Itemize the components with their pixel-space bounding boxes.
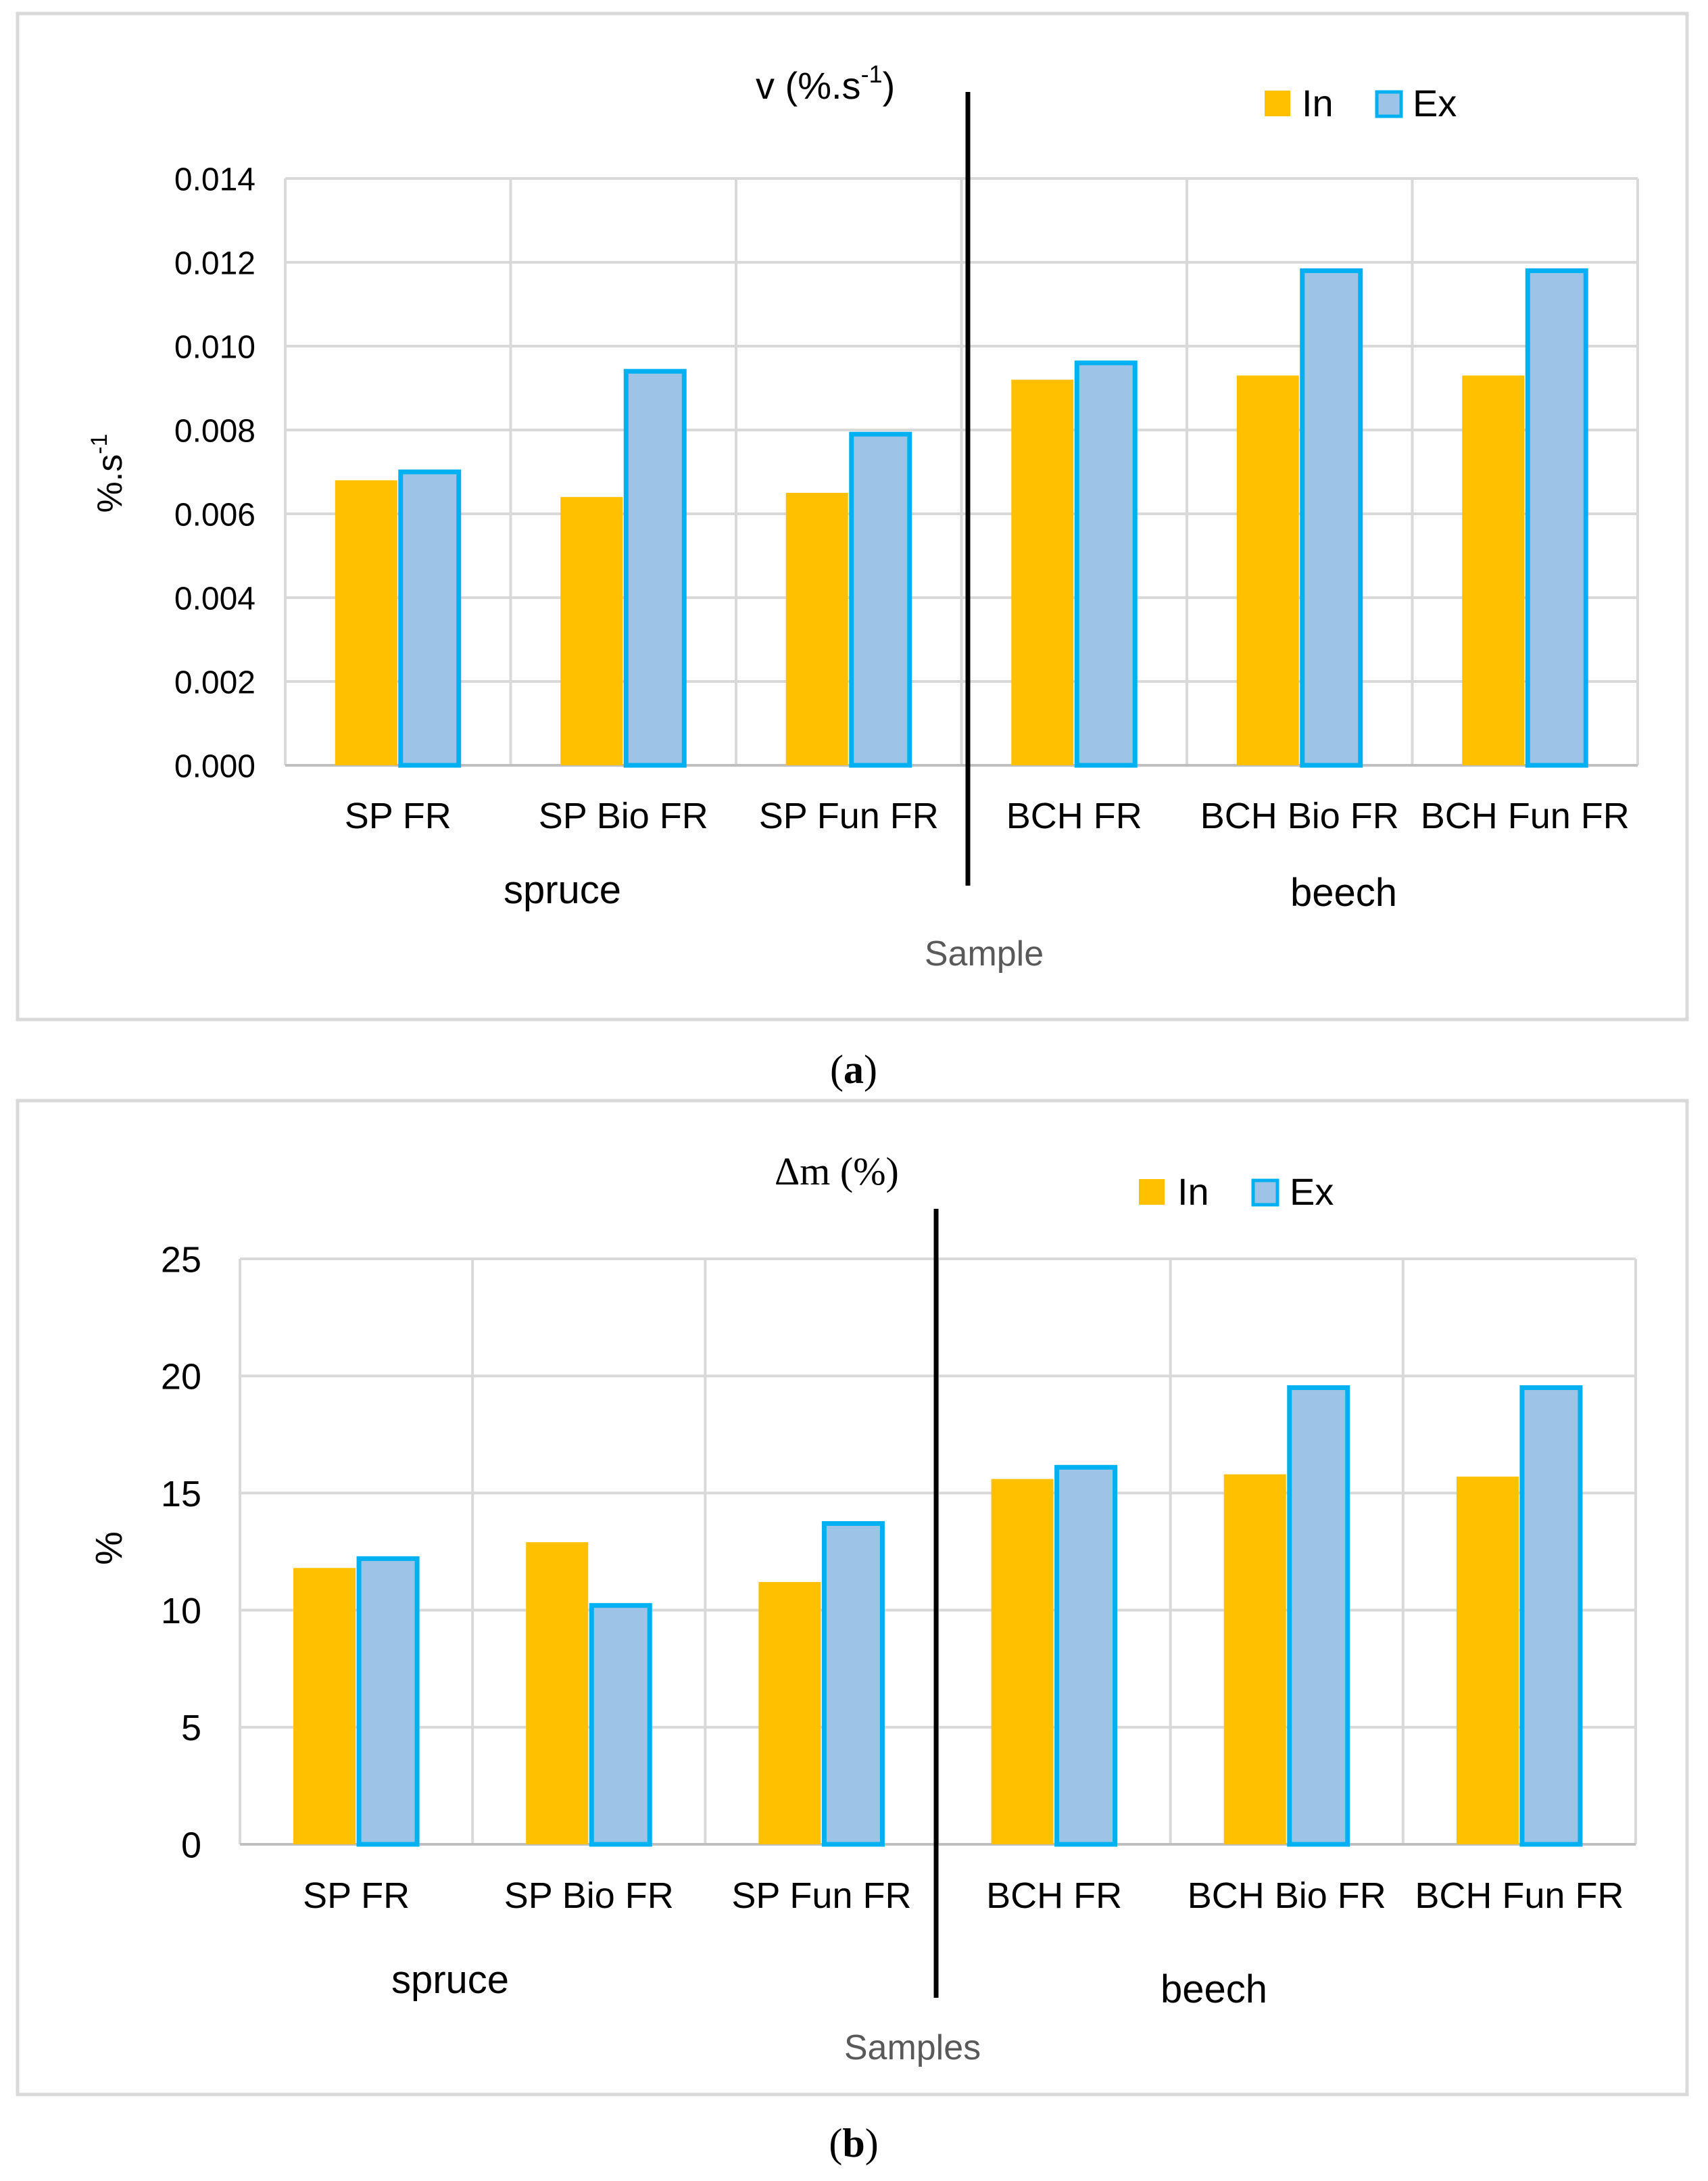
chart-a-group-label-spruce: spruce [504,868,621,912]
chart-b-xtick-labels: SP FR SP Bio FR SP Fun FR BCH FR BCH Bio FR B… [303,1875,1624,1916]
panel-a-label: (a) [830,1047,877,1092]
svg-text:%.s-1: %.s-1 [87,434,130,513]
chart-b-ytick-label: 10 [161,1591,201,1631]
chart-a-xtick-label: SP FR [345,796,452,836]
chart-a: 0.000 0.002 0.004 0.006 0.008 0.010 0.012 0.014… [16,11,1689,1022]
chart-a-title-suffix: ) [883,64,896,107]
chart-b-title: Δm (%) [775,1149,899,1193]
chart-a-xtick-label: SP Fun FR [759,796,939,836]
chart-b-xtick-label: SP Bio FR [504,1875,674,1916]
chart-a-xtick-label: BCH FR [1006,796,1142,836]
chart-b-legend-swatch-ex [1251,1178,1279,1207]
chart-a-gridlines [284,177,1639,767]
chart-a-ytick-labels: 0.000 0.002 0.004 0.006 0.008 0.010 0.012 0.014 [174,162,255,784]
chart-a-ytick-label: 0.014 [174,162,255,197]
chart-a-bar-ex [849,431,912,768]
chart-a-bar-in [1462,375,1525,765]
chart-a-xtick-labels: SP FR SP Bio FR SP Fun FR BCH FR BCH Bio FR B… [345,796,1630,836]
chart-b-xtick-label: SP FR [303,1875,410,1916]
chart-a-group-label-beech: beech [1290,871,1397,915]
chart-a-title-prefix: v (%.s [756,64,861,107]
chart-a-ylabel: %.s-1 [87,434,130,513]
chart-a-bar-ex [623,368,687,768]
chart-b-ytick-label: 0 [181,1825,201,1865]
chart-a-ytick-label: 0.004 [174,581,255,617]
chart-b: 0 5 10 15 20 25 SP FR SP Bio FR SP Fun FR BCH FR… [16,1099,1689,2096]
chart-a-title: v (%.s-1) [756,60,895,107]
chart-b-legend-swatch-in [1139,1179,1165,1205]
chart-b-bar-ex [821,1520,885,1847]
panel-b-label-open: ( [829,2121,842,2165]
chart-a-ytick-label: 0.002 [174,665,255,700]
chart-b-bar-in [991,1479,1054,1844]
chart-b-bar-ex [1054,1464,1118,1847]
chart-b-ylabel: % [87,1531,130,1565]
chart-a-legend-swatch-ex [1375,90,1403,118]
chart-b-legend-label-ex: Ex [1290,1170,1334,1213]
chart-a-bar-ex [1300,268,1363,768]
chart-b-xtick-label: SP Fun FR [731,1875,911,1916]
chart-a-title-sup: -1 [861,60,883,88]
chart-a-bar-ex [1074,360,1138,768]
chart-b-bar-ex [1519,1385,1583,1847]
chart-b-group-label-beech: beech [1161,1967,1267,2011]
chart-b-bar-ex [356,1556,420,1847]
panel-a-label-close: ) [864,1047,877,1092]
chart-b-ytick-labels: 0 5 10 15 20 25 [161,1239,201,1865]
chart-a-ylabel-sup: -1 [87,434,112,454]
chart-b-bar-ex [1287,1385,1350,1847]
chart-a-ytick-label: 0.012 [174,245,255,281]
chart-a-xlabel: Sample [925,934,1044,974]
chart-a-legend-swatch-in [1265,91,1290,116]
chart-b-bar-in [293,1568,356,1844]
chart-b-legend-label-in: In [1177,1170,1209,1213]
chart-b-ytick-label: 20 [161,1357,201,1397]
chart-b-bars [293,1385,1583,1847]
chart-a-legend-label-ex: Ex [1413,82,1457,124]
chart-b-ytick-label: 5 [181,1708,201,1748]
chart-a-bar-in [335,480,397,765]
chart-a-xtick-label: SP Bio FR [539,796,708,836]
panel-a-label-open: ( [830,1047,844,1092]
chart-a-bar-in [1011,379,1074,765]
chart-b-bar-in [758,1582,821,1844]
chart-b-xlabel: Samples [844,2028,981,2067]
chart-b-group-label-spruce: spruce [391,1958,509,2002]
chart-a-legend-label-in: In [1302,82,1334,124]
panel-b-label-letter: b [842,2121,864,2165]
chart-a-ytick-label: 0.008 [174,413,255,449]
chart-a-bars [335,268,1588,768]
chart-a-ytick-label: 0.006 [174,497,255,533]
chart-b-ytick-label: 25 [161,1239,201,1280]
panel-b-label-close: ) [865,2121,879,2165]
chart-a-ylabel-base: %.s [91,454,130,513]
chart-b-xtick-label: BCH Fun FR [1415,1875,1624,1916]
chart-b-bar-in [1223,1474,1286,1844]
chart-b-bar-ex [589,1603,652,1847]
chart-a-xtick-label: BCH Bio FR [1200,796,1399,836]
chart-a-bar-ex [398,469,462,768]
chart-a-bar-in [560,497,623,765]
chart-b-bar-in [526,1542,589,1844]
chart-a-xtick-label: BCH Fun FR [1421,796,1630,836]
chart-a-ytick-label: 0.000 [174,748,255,784]
chart-a-bar-ex [1525,268,1588,768]
chart-b-bar-in [1456,1477,1519,1844]
panel-b-label: (b) [829,2121,878,2165]
chart-a-bar-in [1236,375,1299,765]
panel-a-label-letter: a [844,1047,864,1092]
chart-b-xtick-label: BCH FR [986,1875,1122,1916]
chart-a-ytick-label: 0.010 [174,329,255,365]
chart-a-bar-in [785,493,848,765]
chart-b-ytick-label: 15 [161,1474,201,1514]
chart-b-xtick-label: BCH Bio FR [1188,1875,1386,1916]
